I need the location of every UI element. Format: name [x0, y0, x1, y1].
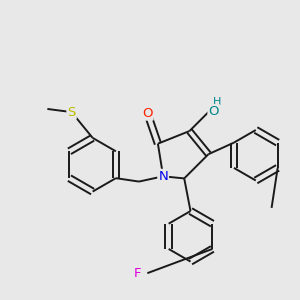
Text: O: O: [142, 107, 153, 120]
Text: F: F: [134, 267, 141, 280]
Text: O: O: [208, 105, 219, 118]
Text: N: N: [158, 170, 168, 183]
Text: S: S: [68, 106, 76, 118]
Text: H: H: [213, 97, 221, 107]
